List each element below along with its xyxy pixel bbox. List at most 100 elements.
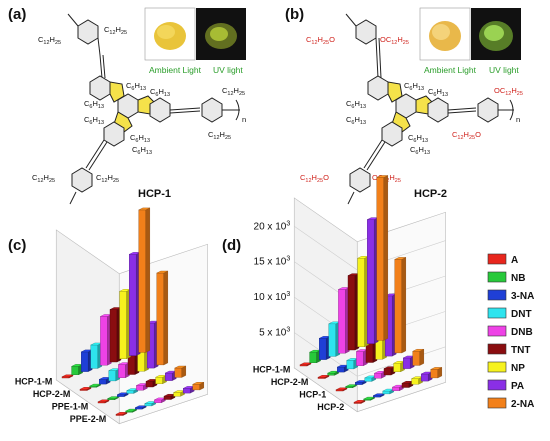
chem-c6-a2: C6H13 (126, 81, 146, 92)
bar-a-ppe-1-m (97, 399, 110, 404)
bar-dnt-hcp-2-m (346, 358, 358, 370)
bar-3-na-hcp-2 (373, 393, 385, 398)
panel-label-b: (b) (285, 6, 304, 23)
bar-a-hcp-1 (335, 387, 348, 392)
legend-swatch (487, 307, 507, 319)
legend-label: 3-NA (511, 291, 534, 302)
chart-c: HCP-1-M HCP-2-M PPE-1-M PPE-2-M (15, 207, 209, 425)
chem-c6-b1: C6H13 (346, 99, 366, 110)
bar-2-na-hcp-1-m (138, 207, 151, 353)
legend-swatch (487, 379, 507, 391)
compound-name-hcp-2: HCP-2 (414, 188, 447, 200)
panel-label-a: (a) (8, 6, 26, 23)
chart-d: 5 x 103 10 x 103 15 x 103 20 x 103 HCP-1-M HC… (253, 175, 447, 413)
structure-hcp-1: C12H25 C12H25 C6H13 C6H13 C6H13 C6H13 C6… (32, 13, 246, 205)
bar-pa-ppe-2-m (182, 386, 195, 394)
chem-oc12-b5: C12H25O (300, 173, 329, 184)
chem-c6-b2: C6H13 (404, 81, 424, 92)
panel-a: (a) Ambient Light UV light C12H25 C12H25 (8, 6, 246, 205)
bar-dnb-hcp-1-m (338, 287, 350, 354)
bar-3-na-hcp-2-m (98, 377, 111, 385)
bar-2-na-hcp-2-m (156, 270, 169, 366)
bar-dnt-hcp-1-m (90, 342, 103, 369)
bar-2-na-hcp-1-m (376, 175, 388, 341)
legend-item-3-na: 3-NA (487, 289, 534, 302)
legend-label: DNT (511, 309, 532, 320)
bar-a-hcp-1-m (299, 362, 312, 367)
chem-c6-b5: C6H13 (408, 133, 428, 144)
legend-item-a: A (487, 253, 518, 266)
inset-photo-a: Ambient Light UV light (144, 7, 246, 75)
bar-2-na-hcp-2 (430, 367, 442, 379)
chem-c12-a2: C12H25 (104, 25, 127, 36)
bar-dnb-hcp-1-m (100, 314, 112, 366)
chem-c6-b4: C6H13 (346, 115, 366, 126)
bar-dnb-hcp-1 (374, 370, 386, 379)
panel-b: (b) Ambient Light UV light C12H25O OC12H… (285, 6, 523, 205)
bar-pa-ppe-1-m (164, 370, 177, 381)
legend-swatch (487, 343, 507, 355)
legend-swatch (487, 271, 507, 283)
legend-swatch (487, 253, 507, 265)
bar-pa-hcp-1-m (367, 217, 379, 344)
inset-photo-b: Ambient Light UV light (419, 7, 521, 75)
legend-label: TNT (511, 345, 530, 356)
category-label-hcp-2-m: HCP-2-M (271, 377, 309, 387)
legend-swatch (487, 397, 507, 409)
bar-nb-hcp-2 (363, 396, 375, 401)
bar-dnb-hcp-2-m (356, 349, 368, 367)
bar-nb-hcp-1-m (309, 349, 321, 364)
bar-pa-hcp-1 (403, 355, 415, 369)
chem-oc12-b2: OC12H25 (380, 35, 409, 46)
category-label-hcp-1-m: HCP-1-M (15, 377, 53, 387)
repeat-n-b: n (516, 115, 520, 124)
legend-label: DNB (511, 327, 533, 338)
legend-swatch (487, 361, 507, 373)
panel-label-d: (d) (222, 237, 241, 254)
repeat-n-a: n (242, 115, 246, 124)
bar-dnb-ppe-1-m (136, 383, 148, 391)
bar-dnt-hcp-2-m (108, 368, 121, 382)
chem-c12-a4: C12H25 (208, 130, 231, 141)
legend-item-2-na: 2-NA (487, 397, 534, 410)
chem-c12-a3: C12H25 (222, 86, 245, 97)
y-tick-label: 10 x 103 (254, 291, 291, 303)
compound-name-hcp-1: HCP-1 (138, 188, 171, 200)
chem-c6-a3: C6H13 (150, 87, 170, 98)
y-tick-label: 5 x 103 (259, 327, 290, 339)
caption-uv-light-b: UV light (489, 65, 519, 75)
chem-c6-a5: C6H13 (130, 133, 150, 144)
bar-np-hcp-1-m (357, 255, 369, 348)
legend-swatch (487, 325, 507, 337)
chem-c12-a1: C12H25 (38, 35, 61, 46)
bar-2-na-hcp-2-m (394, 257, 406, 354)
legend-label: NP (511, 363, 525, 374)
bar-np-hcp-1-m (119, 288, 131, 360)
chem-oc12-b3: OC12H25 (494, 86, 523, 97)
bar-pa-hcp-1-m (128, 252, 141, 356)
bar-tnt-ppe-1-m (145, 379, 158, 388)
legend-label: 2-NA (511, 399, 534, 410)
legend-label: A (511, 255, 518, 266)
panel-label-c: (c) (8, 237, 26, 254)
legend-label: NB (511, 273, 525, 284)
chem-oc12-b1: C12H25O (306, 35, 335, 46)
legend-item-pa: PA (487, 379, 524, 392)
bar-3-na-hcp-1-m (80, 349, 93, 372)
category-label-ppe-1-m: PPE-1-M (52, 402, 89, 412)
legend-label: PA (511, 381, 524, 392)
caption-ambient-light-a: Ambient Light (149, 65, 202, 75)
chem-c12-a5: C12H25 (32, 173, 55, 184)
bar-dnb-hcp-2-m (118, 362, 130, 379)
bar-2-na-hcp-1 (412, 348, 424, 366)
bar-tnt-hcp-1-m (109, 307, 122, 363)
bar-dnt-hcp-1-m (328, 321, 340, 357)
category-label-hcp-2-m: HCP-2-M (33, 389, 71, 399)
category-label-hcp-2: HCP-2 (317, 402, 344, 412)
bar-nb-ppe-1-m (107, 396, 119, 401)
bar-3-na-hcp-2-m (337, 364, 349, 373)
chem-c12-a6: C12H25 (96, 173, 119, 184)
bar-nb-hcp-1-m (71, 364, 83, 376)
bar-tnt-hcp-1-m (347, 273, 360, 351)
